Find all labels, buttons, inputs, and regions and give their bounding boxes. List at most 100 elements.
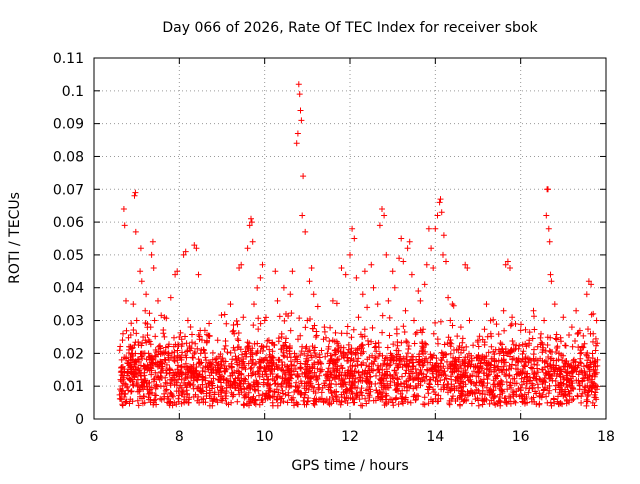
- data-point: [563, 396, 570, 403]
- data-point: [482, 391, 488, 398]
- data-point: [145, 337, 152, 343]
- data-point: [426, 376, 433, 383]
- data-point: [538, 330, 544, 337]
- data-point: [311, 350, 318, 356]
- data-point: [313, 332, 320, 339]
- data-point: [521, 374, 528, 381]
- data-point: [594, 383, 601, 390]
- data-point: [407, 382, 414, 389]
- data-point: [445, 381, 452, 387]
- data-point: [483, 301, 490, 308]
- data-point: [236, 362, 243, 369]
- data-point: [522, 355, 529, 362]
- data-point: [526, 385, 533, 392]
- data-point: [447, 362, 454, 368]
- data-point: [419, 340, 426, 347]
- data-point: [440, 251, 446, 258]
- data-point: [144, 332, 151, 339]
- data-point: [182, 352, 189, 359]
- data-point: [386, 362, 393, 369]
- data-point: [392, 395, 399, 402]
- data-point: [342, 271, 349, 278]
- data-point: [445, 294, 452, 301]
- data-point: [298, 390, 305, 397]
- data-point: [447, 337, 454, 343]
- data-point: [324, 350, 331, 357]
- data-point: [381, 402, 388, 409]
- y-axis-label: ROTI / TECUs: [7, 192, 23, 284]
- data-point: [547, 362, 554, 369]
- data-point: [302, 345, 309, 352]
- data-point: [258, 357, 265, 363]
- data-point: [283, 335, 289, 342]
- data-point: [125, 357, 132, 364]
- data-point: [310, 347, 317, 354]
- data-point: [169, 392, 176, 399]
- data-point: [311, 369, 318, 376]
- data-point: [583, 291, 590, 298]
- data-point: [479, 336, 486, 343]
- data-point: [184, 366, 191, 373]
- data-point: [503, 367, 510, 374]
- data-point: [228, 363, 235, 370]
- data-point: [150, 399, 157, 406]
- data-point: [580, 332, 587, 339]
- data-point: [155, 297, 161, 304]
- data-point: [521, 362, 527, 369]
- data-point: [591, 394, 598, 401]
- data-point: [206, 360, 213, 367]
- data-point: [420, 344, 427, 351]
- data-point: [481, 357, 488, 364]
- data-point: [580, 344, 587, 351]
- data-point: [278, 380, 285, 387]
- data-point: [475, 402, 482, 409]
- data-point: [144, 366, 151, 373]
- data-point: [295, 336, 301, 343]
- data-point: [133, 317, 140, 324]
- data-point: [141, 369, 148, 376]
- data-point: [341, 369, 348, 376]
- data-point: [327, 324, 334, 331]
- data-point: [544, 385, 551, 392]
- data-point: [466, 317, 473, 324]
- data-point: [296, 315, 303, 322]
- x-tick-label: 8: [175, 429, 184, 445]
- data-point: [583, 402, 590, 409]
- data-point: [197, 388, 204, 395]
- data-point: [468, 379, 475, 386]
- data-point: [456, 401, 463, 408]
- data-point: [406, 373, 413, 380]
- data-point: [355, 369, 362, 376]
- data-point: [305, 386, 312, 393]
- data-point: [464, 363, 471, 370]
- data-point: [334, 356, 341, 363]
- data-point: [229, 328, 236, 335]
- data-point: [169, 402, 176, 409]
- data-point: [189, 339, 195, 346]
- data-point: [394, 376, 401, 383]
- data-point: [161, 314, 168, 321]
- data-point: [444, 365, 451, 372]
- data-point: [218, 358, 225, 365]
- data-point: [521, 363, 528, 370]
- data-point: [545, 390, 552, 397]
- data-point: [510, 341, 517, 348]
- data-point: [242, 348, 249, 355]
- data-point: [323, 371, 330, 378]
- data-point: [383, 392, 390, 399]
- data-point: [437, 395, 444, 402]
- data-point: [426, 384, 433, 391]
- data-point: [413, 384, 420, 391]
- data-point: [344, 323, 351, 330]
- data-point: [425, 225, 432, 232]
- data-point: [562, 342, 569, 349]
- data-point: [444, 340, 451, 347]
- data-point: [301, 350, 308, 357]
- data-point: [158, 312, 165, 319]
- data-point: [522, 385, 529, 391]
- data-point: [460, 388, 466, 395]
- data-point: [477, 360, 484, 367]
- data-point: [348, 367, 354, 374]
- data-point: [375, 362, 381, 369]
- data-point: [195, 271, 202, 278]
